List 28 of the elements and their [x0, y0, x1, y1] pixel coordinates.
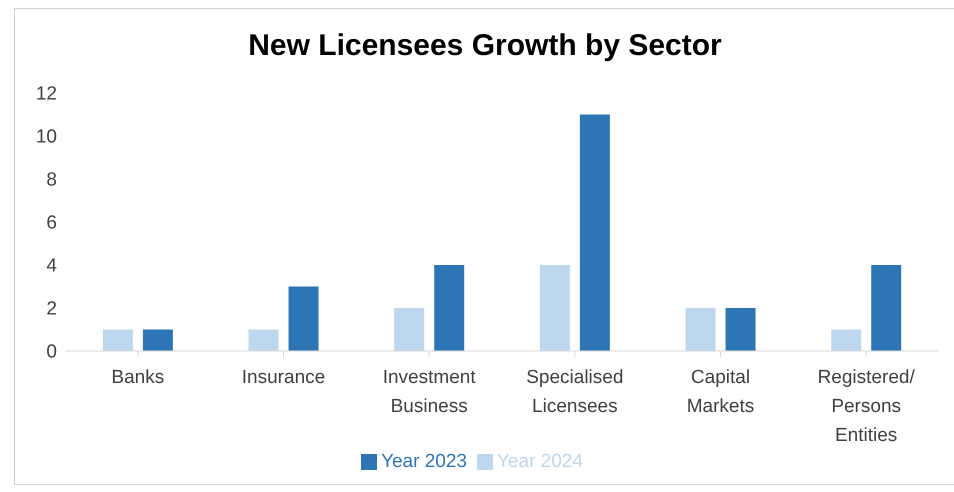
bar: [580, 114, 610, 351]
legend-label: Year 2023: [381, 451, 467, 472]
y-tick-label: 2: [46, 298, 57, 320]
bar: [394, 308, 424, 351]
x-tick-label: Investment Business: [382, 367, 476, 417]
bar: [540, 265, 570, 351]
x-tick-label: Capital Markets: [686, 367, 754, 417]
y-tick-label: 4: [46, 256, 58, 277]
y-tick-label: 10: [36, 126, 57, 148]
bar: [102, 330, 133, 351]
bar: [871, 265, 902, 351]
x-tick-label: Insurance: [242, 367, 326, 388]
chart-title: New Licensees Growth by Sector: [247, 29, 723, 64]
bar: [248, 330, 279, 351]
y-tick-label: 8: [46, 170, 57, 191]
x-tick-label: Specialised Licensees: [526, 367, 624, 417]
bar: [831, 330, 862, 351]
legend-label: Year 2024: [497, 451, 583, 472]
y-tick-label: 12: [36, 84, 57, 105]
bar: [686, 308, 716, 351]
x-tick-label: Banks: [111, 367, 164, 388]
bar: [726, 308, 756, 351]
bar: [288, 286, 319, 351]
bar: [142, 330, 173, 351]
bar: [434, 265, 464, 351]
y-tick-label: 0: [46, 342, 57, 363]
y-tick-label: 6: [46, 212, 57, 234]
x-tick-label: Registered/Persons Entities: [818, 367, 916, 446]
